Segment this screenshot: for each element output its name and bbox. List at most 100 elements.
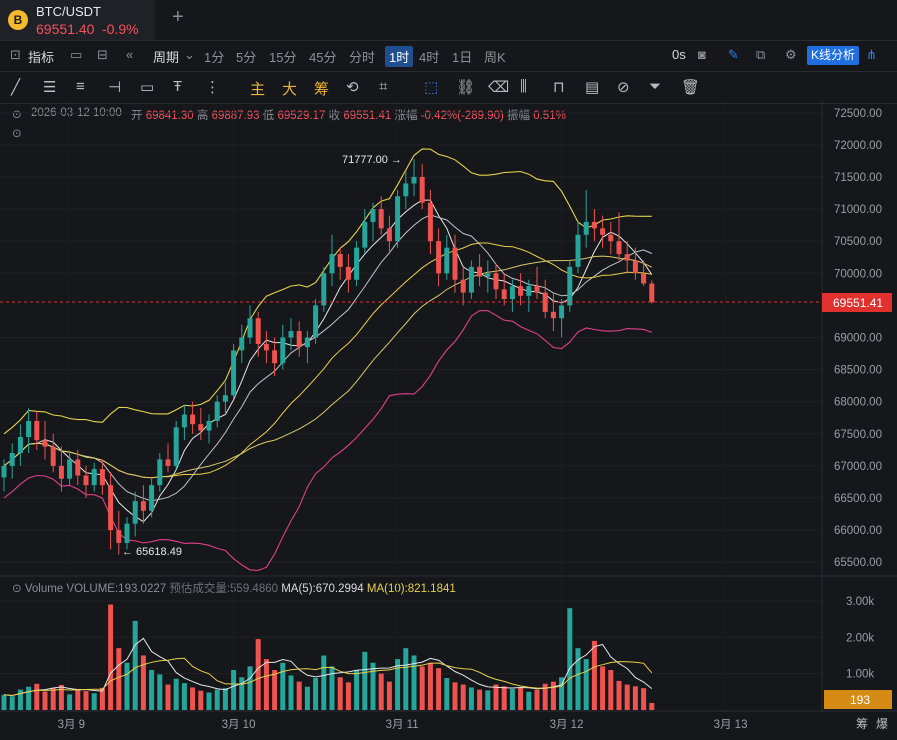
hide-icon[interactable]: ⊘ <box>617 79 630 96</box>
volume-bar <box>641 688 647 710</box>
expand-icon[interactable]: ⊙ <box>12 128 22 140</box>
candle-body <box>542 292 548 312</box>
interval-1d[interactable]: 1日 <box>452 50 473 65</box>
drawing-toolbar <box>0 73 897 104</box>
price-tick-label: 68500.00 <box>834 365 882 377</box>
share-window-icon[interactable]: ⧉ <box>756 47 766 62</box>
candle-body <box>140 501 146 511</box>
interval-45m[interactable]: 45分 <box>309 50 337 65</box>
interval-1h[interactable]: 1时 <box>385 46 414 67</box>
volume-collapse-icon[interactable]: ⊙ <box>12 583 22 595</box>
indicator-button[interactable]: 指标 <box>28 50 55 65</box>
candle-body <box>214 401 220 421</box>
candles-icon[interactable]: ⫼ <box>520 78 527 95</box>
kline-analysis-button[interactable]: K线分析 <box>807 46 859 65</box>
price-tick-label: 71000.00 <box>834 204 882 216</box>
magnet-icon[interactable]: ⟲ <box>346 79 359 96</box>
candle-body <box>559 305 565 319</box>
ruler-icon[interactable]: ⌗ <box>379 78 388 95</box>
large-order-button[interactable]: 大 <box>282 81 298 98</box>
collapse-icon[interactable]: ⊙ <box>12 109 22 121</box>
volume-bar <box>550 681 556 710</box>
horizontal-ray-icon[interactable]: ⊣ <box>108 79 122 96</box>
candle-body <box>534 286 540 293</box>
volume-bar <box>468 687 474 710</box>
indicator-icon[interactable]: ⊡ <box>10 47 21 62</box>
volume-bar <box>288 675 294 710</box>
candle-body <box>247 318 253 338</box>
lock-icon[interactable]: ⊓ <box>553 79 565 96</box>
volume-bar <box>313 678 319 710</box>
candle-body <box>518 286 524 296</box>
candle-body <box>165 459 171 466</box>
volume-bar <box>632 686 638 710</box>
trendline-icon[interactable]: ╱ <box>11 79 21 96</box>
main-force-button[interactable]: 主 <box>250 81 266 98</box>
date-tick-label: 3月 13 <box>714 719 748 731</box>
fib-icon[interactable]: ⋮ <box>205 79 220 96</box>
candle-body <box>526 286 532 296</box>
pencil-icon[interactable]: ✎ <box>728 47 739 62</box>
settings-icon[interactable]: ⚙ <box>785 47 797 62</box>
interval-week[interactable]: 周K <box>484 50 506 65</box>
filter-icon[interactable]: ⏷ <box>649 78 662 95</box>
select-tool-icon[interactable]: ⬚ <box>424 79 439 96</box>
candle-body <box>313 305 319 338</box>
volume-bar <box>67 694 73 710</box>
volume-bar <box>583 659 589 710</box>
volume-bar <box>222 688 228 710</box>
text-tool-icon[interactable]: Ŧ <box>173 78 183 95</box>
layout-icon[interactable]: ⊟ <box>97 47 108 62</box>
volume-bar <box>370 662 376 710</box>
camera-icon[interactable]: ◙ <box>698 47 706 62</box>
volume-bar <box>140 655 146 710</box>
volume-bar <box>42 691 48 710</box>
chevron-down-icon[interactable]: ⌄ <box>184 47 195 62</box>
rectangle-icon[interactable]: ▭ <box>140 79 155 96</box>
volume-bar <box>526 691 532 710</box>
plus-icon[interactable]: + <box>172 6 184 28</box>
chip-corner-label[interactable]: 筹 <box>856 717 868 731</box>
interval-5m[interactable]: 5分 <box>236 50 257 65</box>
template-icon[interactable]: ▭ <box>70 47 83 62</box>
interval-4h[interactable]: 4时 <box>419 50 440 65</box>
link-icon[interactable]: ⛓ <box>456 79 476 96</box>
volume-bar <box>263 659 269 710</box>
bollinger-upper-line <box>3 148 652 435</box>
volume-bar <box>231 670 237 710</box>
interval-1m[interactable]: 1分 <box>204 50 225 65</box>
chip-distribution-button[interactable]: 筹 <box>314 81 330 98</box>
volume-bar <box>477 689 483 710</box>
eraser-icon[interactable]: ⌫ <box>488 79 510 96</box>
volume-bar <box>345 682 351 710</box>
volume-estimate: 预估成交量:559.4860 <box>169 583 279 595</box>
candle-body <box>608 234 614 242</box>
symbol-label: BTC/USDT <box>36 4 101 19</box>
volume-bar <box>280 662 286 710</box>
candle-body <box>649 283 655 303</box>
interval-timeline[interactable]: 分时 <box>349 50 376 65</box>
rewind-icon[interactable]: « <box>126 47 134 62</box>
liquidation-corner-label[interactable]: 爆 <box>876 717 888 731</box>
note-icon[interactable]: ▤ <box>585 79 600 96</box>
candle-body <box>9 453 15 466</box>
candle-body <box>427 202 433 242</box>
volume-bar <box>304 686 310 710</box>
date-tick-label: 3月 11 <box>386 719 419 731</box>
price-tick-label: 68000.00 <box>834 397 882 409</box>
period-button[interactable]: 周期 <box>153 50 180 65</box>
candle-body <box>99 469 105 486</box>
volume-bar <box>534 689 540 710</box>
volume-bar <box>452 682 458 710</box>
candle-body <box>329 254 335 274</box>
share-icon[interactable]: ⋔ <box>866 47 877 62</box>
price-tick-label: 67500.00 <box>834 429 882 441</box>
trash-icon[interactable]: 🗑 <box>681 79 701 96</box>
horizontal-lines-icon[interactable]: ≡ <box>76 78 85 95</box>
interval-15m[interactable]: 15分 <box>269 50 297 65</box>
volume-bar <box>559 677 565 710</box>
volume-bar <box>395 659 401 710</box>
parallel-lines-icon[interactable]: ☰ <box>43 79 57 96</box>
candle-body <box>132 501 138 524</box>
